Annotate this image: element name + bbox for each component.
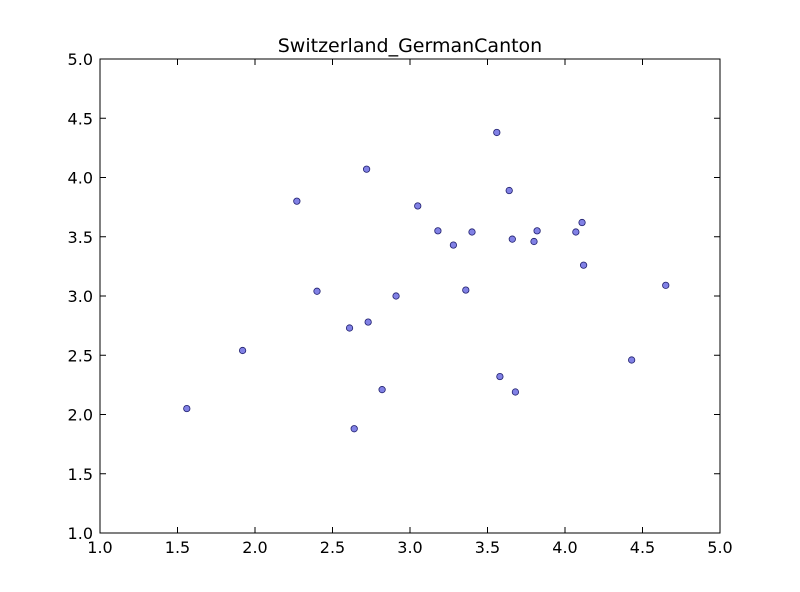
data-points: [183, 128, 670, 433]
data-point: [530, 237, 538, 246]
y-tick-label: 3.5: [68, 228, 93, 247]
data-point: [364, 318, 372, 326]
y-tick-label: 3.0: [68, 287, 93, 306]
x-tick-label: 5.0: [707, 538, 732, 557]
data-point: [505, 186, 513, 195]
x-tick-label: 2.5: [320, 538, 345, 557]
data-point: [511, 388, 520, 396]
data-point: [362, 165, 371, 173]
data-point: [239, 346, 247, 355]
data-point: [572, 228, 580, 236]
data-point: [434, 227, 442, 235]
data-point: [578, 218, 586, 227]
data-point: [462, 286, 470, 294]
y-tick-label: 4.5: [68, 109, 93, 128]
x-tick-label: 3.5: [475, 538, 500, 557]
data-point: [662, 281, 670, 289]
data-point: [293, 197, 301, 205]
plot-area: [100, 59, 720, 533]
x-tick-label: 2.0: [242, 538, 267, 557]
y-tick-label: 1.5: [68, 465, 93, 484]
y-tick-label: 2.0: [68, 406, 93, 425]
y-tick-label: 5.0: [68, 50, 93, 69]
data-point: [508, 235, 516, 243]
data-point: [449, 241, 457, 249]
x-tick-label: 1.0: [87, 538, 112, 557]
data-point: [533, 227, 541, 235]
data-point: [345, 324, 354, 332]
data-point: [392, 292, 400, 300]
data-point: [468, 228, 476, 236]
chart-title: Switzerland_GermanCanton: [278, 35, 542, 57]
y-tick-label: 4.0: [68, 169, 93, 188]
axis-ticks: 1.0 1.5 2.0 2.5 3.0 3.5 4.0 4.5 5.0 1.0 1.5 2.0 2.5 3…: [68, 50, 733, 557]
data-point: [313, 287, 321, 295]
data-point: [496, 372, 504, 381]
y-tick-label: 2.5: [68, 346, 93, 365]
data-point: [378, 386, 386, 394]
data-point: [183, 404, 191, 413]
data-point: [414, 202, 422, 210]
data-point: [628, 356, 636, 364]
plot-frame: [99, 58, 721, 534]
x-tick-label: 3.0: [397, 538, 422, 557]
x-tick-label: 4.5: [630, 538, 655, 557]
x-tick-label: 1.5: [165, 538, 190, 557]
data-point: [350, 425, 358, 433]
data-point: [579, 261, 588, 269]
y-tick-label: 1.0: [68, 524, 93, 543]
data-point: [493, 128, 501, 137]
x-tick-label: 4.0: [552, 538, 577, 557]
